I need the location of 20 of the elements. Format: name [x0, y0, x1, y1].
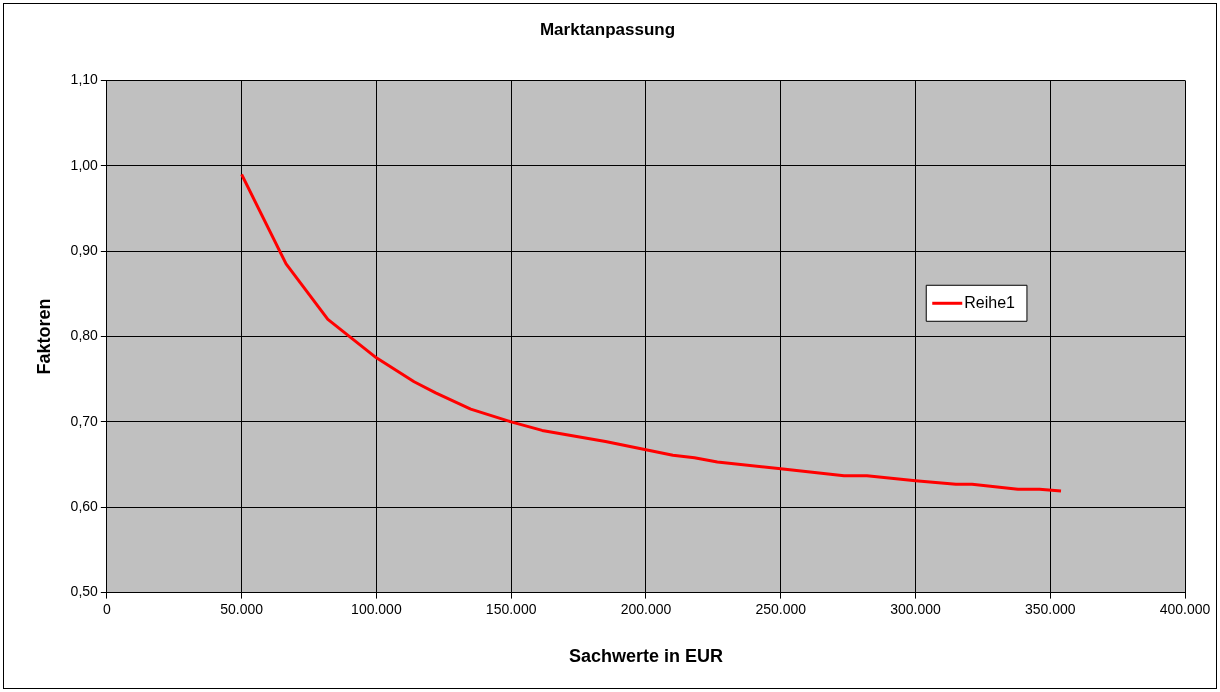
- y-tick-label: 0,80: [70, 327, 99, 344]
- chart-title: Marktanpassung: [539, 19, 676, 39]
- y-tick-label: 0,60: [70, 498, 99, 515]
- x-tick-label: 350.000: [1024, 600, 1076, 617]
- x-tick-label: 150.000: [485, 600, 537, 617]
- y-tick-label: 0,70: [70, 412, 99, 429]
- y-tick-label: 1,10: [70, 71, 99, 88]
- x-tick-label: 0: [102, 600, 111, 617]
- y-axis-title: Faktoren: [33, 298, 54, 375]
- y-tick-label: 0,90: [70, 241, 99, 258]
- x-tick-label: 250.000: [755, 600, 807, 617]
- x-tick-label: 200.000: [620, 600, 672, 617]
- legend-label: Reihe1: [964, 293, 1016, 311]
- x-axis-title: Sachwerte in EUR: [568, 646, 723, 667]
- y-tick-label: 1,00: [70, 156, 99, 173]
- x-tick-label: 300.000: [890, 600, 941, 617]
- x-tick-label: 50.000: [220, 600, 264, 617]
- x-tick-label: 100.000: [351, 600, 402, 617]
- x-tick-label: 400.000: [1159, 600, 1211, 617]
- y-tick-label: 0,50: [70, 583, 99, 600]
